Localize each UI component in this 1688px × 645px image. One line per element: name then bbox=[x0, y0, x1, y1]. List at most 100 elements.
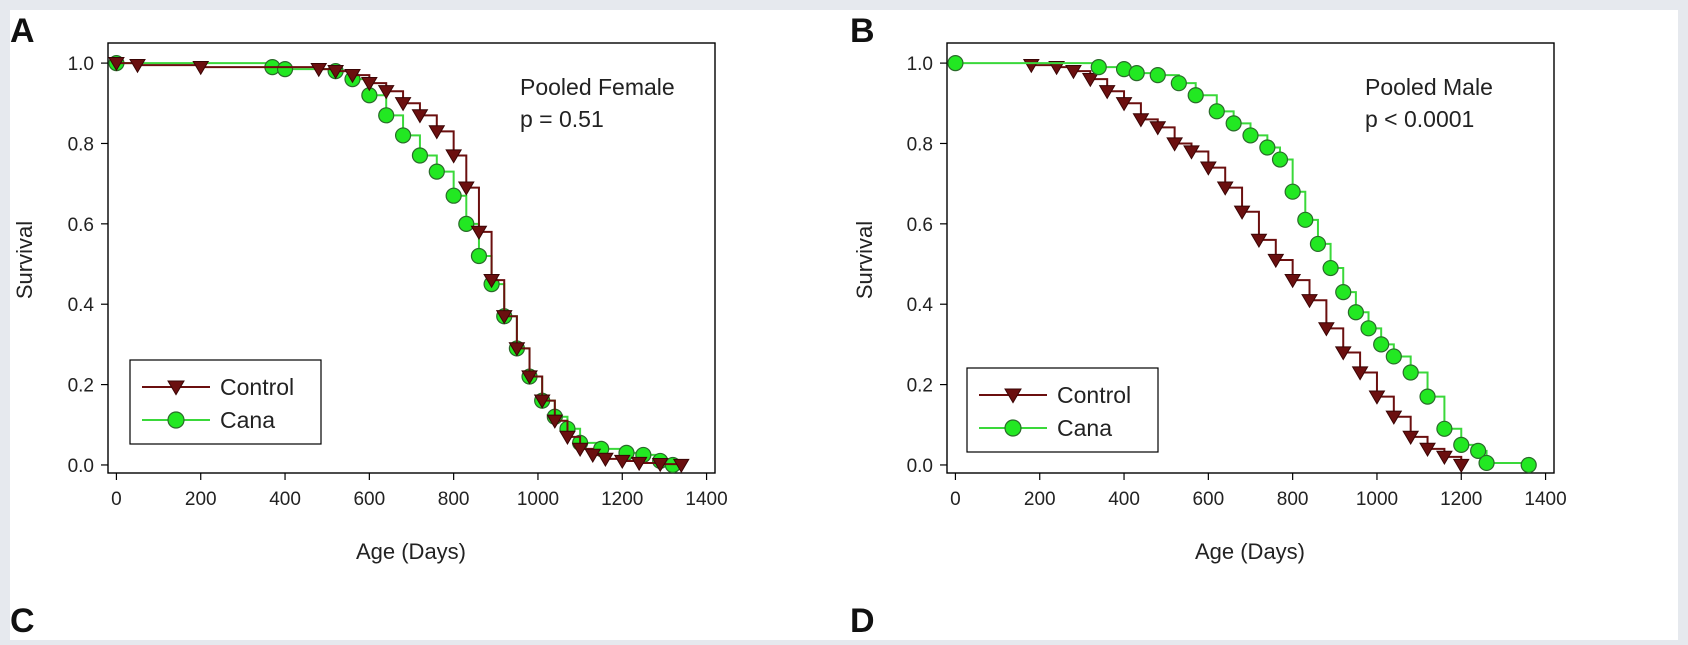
control-point-b bbox=[1098, 85, 1116, 100]
control-point-a bbox=[630, 456, 648, 472]
x-tick-label: 400 bbox=[269, 489, 301, 510]
control-point-b bbox=[1166, 137, 1184, 152]
cana-point-b bbox=[1478, 454, 1495, 472]
cana-point-b bbox=[1149, 67, 1166, 84]
control-point-a bbox=[129, 58, 146, 74]
cana-point-b bbox=[1242, 127, 1259, 144]
y-tick-label: 0.0 bbox=[68, 456, 94, 477]
control-point-a bbox=[360, 77, 378, 92]
x-tick-label: 1200 bbox=[1440, 489, 1482, 510]
x-tick-label: 800 bbox=[438, 489, 470, 510]
plot-area-b bbox=[946, 42, 1555, 474]
cana-point-b bbox=[1419, 388, 1436, 405]
control-point-a bbox=[546, 414, 564, 429]
axis-ticks-b: 0 200 400 600 800 1000 1200 1400 0.0 0.2 0.4 0.6 0.8… bbox=[907, 54, 1567, 510]
control-point-b bbox=[1368, 390, 1386, 405]
x-tick-label: 600 bbox=[353, 489, 385, 510]
x-tick-label: 0 bbox=[950, 489, 961, 510]
annotation-line-2-b: p < 0.0001 bbox=[1365, 106, 1474, 132]
y-tick-label: 0.2 bbox=[907, 376, 933, 397]
control-point-b bbox=[1318, 322, 1335, 337]
y-axis-title-a: Survival bbox=[12, 221, 37, 299]
control-point-a bbox=[377, 85, 395, 100]
cana-point-b bbox=[1335, 284, 1352, 301]
control-point-a bbox=[483, 273, 500, 289]
cana-point-a bbox=[394, 127, 412, 144]
cana-point-b bbox=[1128, 65, 1145, 82]
y-tick-label: 0.8 bbox=[68, 134, 94, 155]
y-tick-label: 0.2 bbox=[68, 376, 94, 397]
legend-control-label-a: Control bbox=[220, 374, 294, 400]
panel-letter-b: B bbox=[850, 12, 875, 50]
control-point-b bbox=[1436, 450, 1453, 466]
control-point-a bbox=[445, 149, 463, 164]
cana-point-b bbox=[1187, 87, 1204, 104]
annotation-line-1-a: Pooled Female bbox=[520, 74, 675, 100]
y-tick-label: 0.6 bbox=[68, 215, 94, 236]
cana-point-b bbox=[1453, 436, 1470, 453]
control-point-a bbox=[457, 181, 475, 196]
control-point-a bbox=[192, 60, 210, 76]
legend-control-label-b: Control bbox=[1057, 382, 1131, 408]
control-point-a bbox=[521, 370, 538, 385]
cana-point-b bbox=[1284, 183, 1301, 200]
cana-point-a bbox=[276, 61, 294, 78]
control-point-b bbox=[1334, 346, 1352, 361]
control-point-b bbox=[1183, 145, 1200, 160]
legend-box-b bbox=[966, 367, 1159, 453]
control-point-a bbox=[672, 458, 690, 474]
y-tick-label: 0.8 bbox=[907, 134, 933, 155]
cana-point-b bbox=[1259, 139, 1276, 156]
cana-point-b bbox=[1520, 456, 1537, 474]
x-tick-label: 400 bbox=[1108, 489, 1140, 510]
control-point-a bbox=[559, 430, 576, 445]
x-tick-label: 1000 bbox=[517, 489, 559, 510]
control-point-a bbox=[470, 225, 488, 240]
control-point-a bbox=[651, 458, 669, 473]
cana-point-b bbox=[1309, 235, 1327, 253]
control-point-a bbox=[394, 97, 412, 112]
control-point-b bbox=[1301, 294, 1318, 309]
cana-point-a bbox=[428, 163, 445, 180]
x-axis-title-b: Age (Days) bbox=[1195, 539, 1305, 564]
cana-point-b bbox=[1385, 348, 1402, 365]
control-point-b bbox=[1149, 121, 1167, 136]
x-tick-label: 0 bbox=[111, 489, 122, 510]
legend-control-marker-b bbox=[1004, 388, 1022, 404]
cana-point-b bbox=[1208, 103, 1225, 120]
legend-cana-label-b: Cana bbox=[1057, 415, 1112, 441]
cana-point-b bbox=[1322, 259, 1339, 277]
control-point-a bbox=[344, 69, 361, 84]
control-point-b bbox=[1452, 458, 1470, 474]
control-point-a bbox=[597, 452, 614, 468]
x-tick-label: 600 bbox=[1192, 489, 1224, 510]
control-point-b bbox=[1199, 161, 1217, 176]
legend-cana-label-a: Cana bbox=[220, 407, 275, 433]
cana-point-b bbox=[1297, 211, 1314, 228]
series-layer-b bbox=[947, 54, 1537, 474]
x-tick-label: 200 bbox=[1024, 489, 1056, 510]
control-point-a bbox=[533, 394, 551, 409]
x-tick-label: 1400 bbox=[685, 489, 727, 510]
cana-point-b bbox=[1436, 420, 1453, 437]
annotation-line-2-a: p = 0.51 bbox=[520, 106, 604, 132]
legend-cana-marker-a bbox=[167, 411, 185, 429]
series-layer-a bbox=[108, 54, 690, 474]
x-tick-label: 1200 bbox=[601, 489, 643, 510]
cana-point-b bbox=[1271, 151, 1289, 168]
control-point-a bbox=[495, 310, 513, 325]
annotation-line-1-b: Pooled Male bbox=[1365, 74, 1493, 100]
panel-letter-d: D bbox=[850, 602, 875, 640]
cana-point-b bbox=[1090, 59, 1107, 76]
legend-b: Control Cana bbox=[966, 367, 1159, 453]
control-point-b bbox=[1351, 366, 1369, 381]
control-point-b bbox=[1216, 181, 1234, 196]
y-tick-label: 0.4 bbox=[907, 295, 934, 316]
control-point-a bbox=[327, 65, 344, 80]
control-point-a bbox=[411, 109, 429, 124]
cana-point-b bbox=[1373, 336, 1390, 353]
cana-point-b bbox=[947, 54, 964, 72]
control-point-b bbox=[1048, 60, 1065, 76]
panel-a: A 0 200 400 600 800 1000 1200 14000.00.20.40.60… bbox=[10, 12, 728, 564]
control-point-b bbox=[1267, 253, 1285, 269]
